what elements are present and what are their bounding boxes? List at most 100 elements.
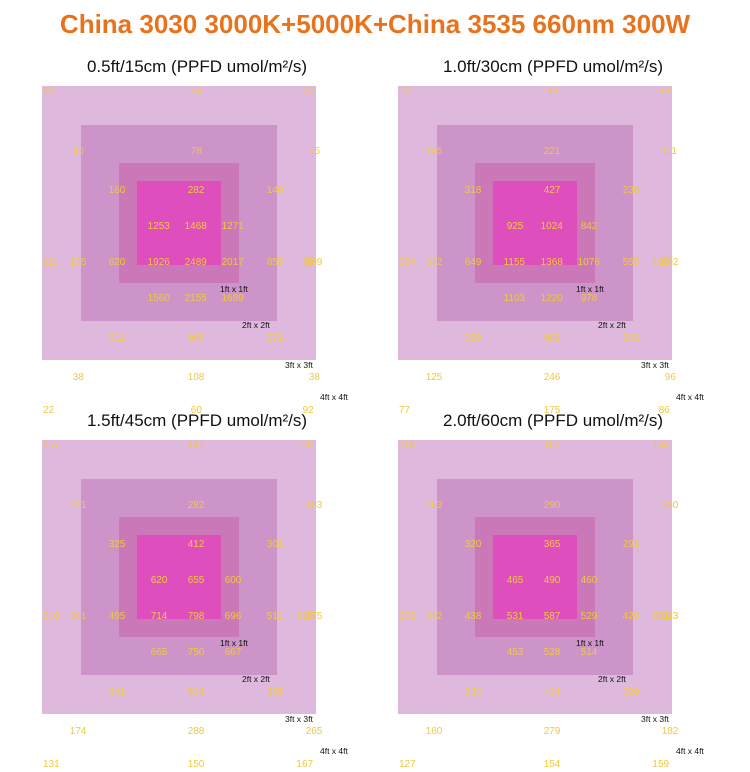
ppfd-value: 160 — [425, 726, 443, 737]
ppfd-value: 221 — [69, 500, 87, 511]
ppfd-value: 174 — [69, 726, 87, 737]
ppfd-value: 125 — [425, 372, 443, 383]
ppfd-value: 1368 — [540, 257, 563, 268]
ppfd-value: 855 — [266, 257, 284, 268]
ppfd-value: 55 — [308, 146, 320, 157]
ppfd-value: 343 — [622, 333, 640, 344]
ppfd-value: 341 — [108, 687, 126, 698]
ppfd-value: 528 — [543, 647, 561, 658]
zone-size-label: 2ft x 2ft — [242, 674, 270, 684]
ppfd-value: 310 — [43, 611, 60, 622]
ppfd-value: 265 — [305, 726, 323, 737]
chart-title: China 3030 3000K+5000K+China 3535 660nm … — [59, 9, 691, 39]
ppfd-value: 649 — [464, 257, 482, 268]
panel-title: 1.5ft/45cm (PPFD umol/m²/s) — [86, 411, 308, 430]
ppfd-value: 160 — [543, 440, 561, 451]
ppfd-value: 600 — [224, 575, 242, 586]
ppfd-value: 490 — [543, 575, 561, 586]
ppfd-value: 341 — [69, 611, 87, 622]
ppfd-value: 318 — [464, 185, 482, 196]
ppfd-value: 534 — [187, 687, 205, 698]
ppfd-value: 120 — [296, 440, 314, 451]
ppfd-value: 118 — [399, 440, 415, 451]
ppfd-value: 514 — [580, 647, 598, 658]
ppfd-value: 355 — [266, 687, 284, 698]
ppfd-value: 157 — [43, 440, 60, 451]
ppfd-value: 696 — [224, 611, 242, 622]
ppfd-panel: 0.5ft/15cm (PPFD umol/m²/s) 28 54 27 40 78 55 1… — [42, 56, 352, 416]
ppfd-value: 246 — [543, 372, 561, 383]
ppfd-value: 86 — [658, 405, 670, 416]
ppfd-value: 453 — [506, 647, 524, 658]
ppfd-value: 288 — [187, 726, 205, 737]
ppfd-value: 281 — [652, 611, 670, 622]
ppfd-value: 22 — [43, 405, 55, 416]
ppfd-value: 40 — [72, 146, 84, 157]
ppfd-value: 1468 — [184, 221, 207, 232]
ppfd-value: 291 — [622, 539, 640, 550]
ppfd-value: 154 — [543, 759, 561, 770]
ppfd-value: 555 — [622, 257, 640, 268]
ppfd-value: 968 — [187, 333, 205, 344]
ppfd-value: 531 — [506, 611, 524, 622]
ppfd-value: 276 — [399, 611, 416, 622]
zone-size-label: 1ft x 1ft — [220, 638, 248, 648]
coverage-zone-square — [493, 535, 577, 619]
ppfd-value: 76 — [399, 86, 411, 97]
ppfd-value: 1926 — [147, 257, 170, 268]
zone-size-label: 2ft x 2ft — [598, 674, 626, 684]
ppfd-value: 465 — [506, 575, 524, 586]
ppfd-value: 230 — [661, 500, 679, 511]
ppfd-value: 263 — [425, 500, 443, 511]
ppfd-value: 159 — [652, 759, 670, 770]
zone-size-label: 3ft x 3ft — [641, 714, 669, 724]
ppfd-value: 460 — [580, 575, 598, 586]
ppfd-value: 2155 — [184, 293, 207, 304]
ppfd-value: 1560 — [147, 293, 170, 304]
ppfd-value: 183 — [305, 500, 323, 511]
ppfd-value: 1253 — [147, 221, 170, 232]
ppfd-value: 925 — [506, 221, 524, 232]
ppfd-value: 109 — [305, 257, 323, 268]
ppfd-value: 282 — [187, 185, 205, 196]
panel-title: 1.0ft/30cm (PPFD umol/m²/s) — [442, 57, 664, 76]
coverage-zone-square — [493, 181, 577, 265]
ppfd-value: 238 — [622, 185, 640, 196]
ppfd-value: 2017 — [221, 257, 244, 268]
ppfd-value: 93 — [546, 86, 558, 97]
ppfd-value: 620 — [108, 257, 126, 268]
ppfd-value: 1155 — [503, 257, 526, 268]
ppfd-value: 284 — [399, 257, 416, 268]
ppfd-value: 135 — [69, 257, 87, 268]
ppfd-value: 1271 — [221, 221, 244, 232]
zone-size-label: 1ft x 1ft — [576, 638, 604, 648]
ppfd-value: 212 — [108, 333, 126, 344]
ppfd-value: 665 — [150, 647, 168, 658]
ppfd-value: 750 — [187, 647, 205, 658]
ppfd-value: 714 — [150, 611, 168, 622]
ppfd-value: 28 — [43, 86, 55, 97]
ppfd-value: 529 — [580, 611, 598, 622]
panel-title: 2.0ft/60cm (PPFD umol/m²/s) — [442, 411, 664, 430]
zone-size-label: 4ft x 4ft — [320, 746, 348, 756]
ppfd-value: 412 — [187, 539, 205, 550]
ppfd-value: 427 — [543, 185, 561, 196]
ppfd-value: 325 — [108, 539, 126, 550]
panel-title: 0.5ft/15cm (PPFD umol/m²/s) — [86, 57, 308, 76]
ppfd-value: 301 — [266, 539, 284, 550]
zone-size-label: 2ft x 2ft — [242, 320, 270, 330]
ppfd-value: 283 — [464, 687, 482, 698]
ppfd-panel: 1.0ft/30cm (PPFD umol/m²/s) 76 93 69 145 221 1… — [398, 56, 708, 416]
ppfd-value: 221 — [543, 146, 561, 157]
ppfd-value: 145 — [425, 146, 443, 157]
ppfd-value: 111 — [43, 257, 59, 268]
ppfd-value: 434 — [543, 687, 561, 698]
ppfd-value: 182 — [661, 726, 679, 737]
ppfd-value: 54 — [190, 86, 202, 97]
zone-size-label: 1ft x 1ft — [220, 284, 248, 294]
ppfd-value: 342 — [425, 257, 443, 268]
ppfd-value: 38 — [308, 372, 320, 383]
ppfd-value: 1103 — [503, 293, 526, 304]
zone-size-label: 3ft x 3ft — [285, 714, 313, 724]
ppfd-value: 272 — [266, 333, 284, 344]
